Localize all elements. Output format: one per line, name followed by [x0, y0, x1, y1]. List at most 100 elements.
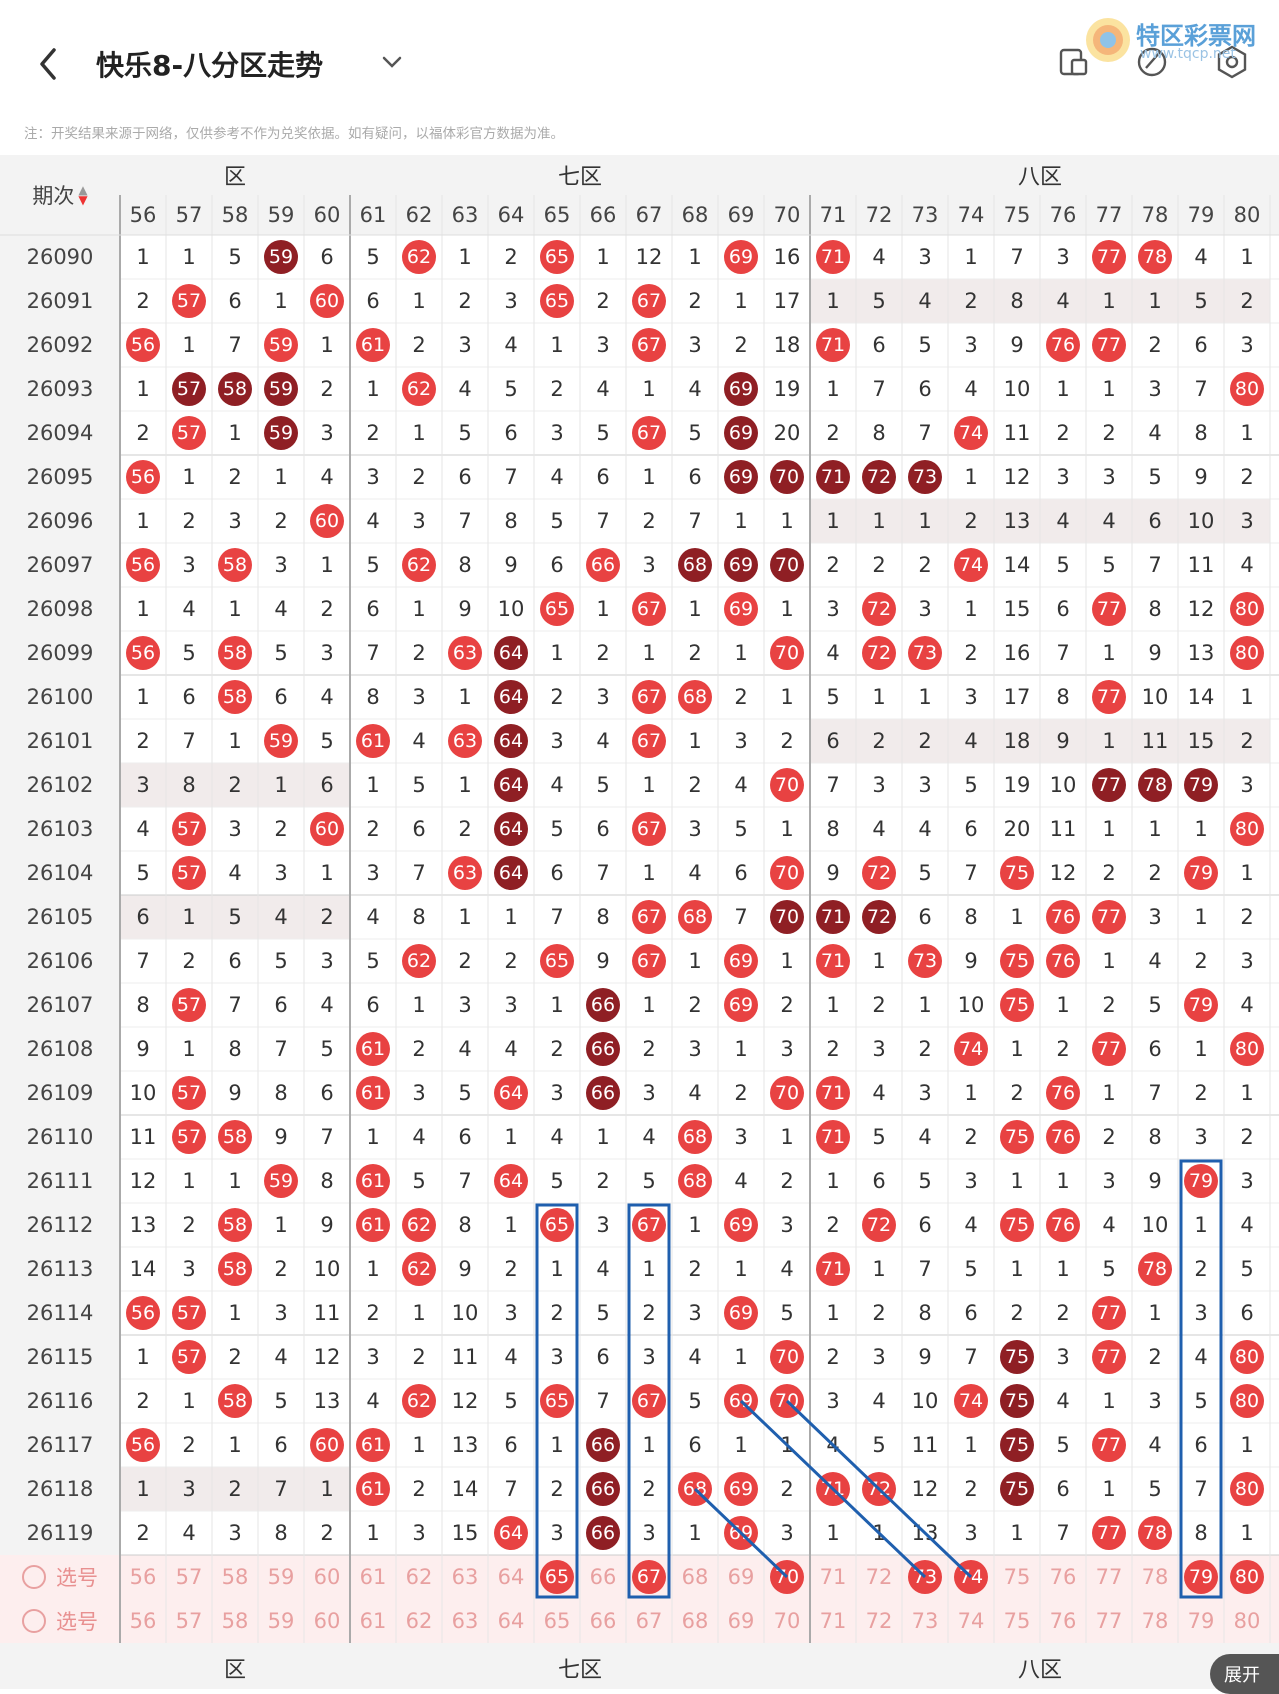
drawn-ball: 69 — [718, 587, 764, 631]
pick-number[interactable]: 57 — [175, 1565, 203, 1589]
pick-number[interactable]: 66 — [589, 1609, 617, 1633]
pick-number[interactable]: 59 — [267, 1609, 295, 1633]
pick-number[interactable]: 76 — [1049, 1609, 1077, 1633]
miss-count: 8 — [1194, 1521, 1208, 1545]
radio-icon[interactable] — [22, 1565, 46, 1589]
pick-number[interactable]: 72 — [865, 1609, 893, 1633]
pick-number[interactable]: 58 — [221, 1565, 249, 1589]
pick-number[interactable]: 61 — [359, 1565, 387, 1589]
hit-ball: 70 — [770, 636, 804, 670]
miss-count: 6 — [918, 377, 932, 401]
pick-number[interactable]: 68 — [681, 1565, 709, 1589]
pick-number[interactable]: 71 — [819, 1565, 847, 1589]
hit-ball: 77 — [1092, 328, 1126, 362]
compass-icon[interactable] — [1134, 44, 1170, 80]
pick-number[interactable]: 69 — [727, 1609, 755, 1633]
pick-number[interactable]: 59 — [267, 1565, 295, 1589]
miss-count: 7 — [320, 1125, 334, 1149]
drawn-ball: 77 — [1086, 323, 1132, 367]
selected-ball[interactable]: 73 — [908, 1560, 942, 1594]
pick-number[interactable]: 58 — [221, 1609, 249, 1633]
miss-count: 3 — [182, 1257, 196, 1281]
pick-ball-selected[interactable]: 70 — [764, 1555, 810, 1599]
pick-number[interactable]: 60 — [313, 1609, 341, 1633]
pick-number[interactable]: 74 — [957, 1609, 985, 1633]
pick-number[interactable]: 69 — [727, 1565, 755, 1589]
pick-ball-selected[interactable]: 80 — [1224, 1555, 1270, 1599]
sort-icon[interactable]: ▲ ▼ — [78, 183, 88, 207]
miss-count: 10 — [129, 1081, 157, 1105]
pick-ball-selected[interactable]: 67 — [626, 1555, 672, 1599]
miss-count: 1 — [228, 1301, 242, 1325]
pick-number[interactable]: 64 — [497, 1565, 525, 1589]
pick-number[interactable]: 70 — [773, 1609, 801, 1633]
pick-number[interactable]: 62 — [405, 1565, 433, 1589]
miss-count: 1 — [1240, 1433, 1254, 1457]
selected-ball[interactable]: 67 — [632, 1560, 666, 1594]
pick-number[interactable]: 62 — [405, 1609, 433, 1633]
pick-number[interactable]: 63 — [451, 1565, 479, 1589]
select-row-toggle[interactable]: 选号 — [0, 1599, 120, 1643]
drawn-ball: 62 — [396, 543, 442, 587]
pick-number[interactable]: 68 — [681, 1609, 709, 1633]
pick-number[interactable]: 65 — [543, 1609, 571, 1633]
miss-count: 3 — [136, 773, 150, 797]
chevron-down-icon[interactable] — [378, 48, 406, 76]
miss-count: 3 — [1056, 465, 1070, 489]
pick-number[interactable]: 71 — [819, 1609, 847, 1633]
miss-count: 8 — [826, 817, 840, 841]
miss-count: 1 — [1194, 817, 1208, 841]
hit-ball: 67 — [632, 944, 666, 978]
miss-count: 2 — [872, 993, 886, 1017]
selected-ball[interactable]: 74 — [954, 1560, 988, 1594]
selected-ball[interactable]: 70 — [770, 1560, 804, 1594]
pick-ball-selected[interactable]: 79 — [1178, 1555, 1224, 1599]
pick-number[interactable]: 76 — [1049, 1565, 1077, 1589]
pick-ball-selected[interactable]: 65 — [534, 1555, 580, 1599]
select-row-toggle[interactable]: 选号 — [0, 1555, 120, 1599]
hit-ball: 77 — [1092, 1296, 1126, 1330]
pick-number[interactable]: 79 — [1187, 1609, 1215, 1633]
pick-number[interactable]: 78 — [1141, 1565, 1169, 1589]
miss-count: 2 — [1194, 1081, 1208, 1105]
pick-number[interactable]: 61 — [359, 1609, 387, 1633]
pick-number[interactable]: 75 — [1003, 1565, 1031, 1589]
pick-number[interactable]: 56 — [129, 1565, 157, 1589]
selected-ball[interactable]: 79 — [1184, 1560, 1218, 1594]
pick-number[interactable]: 63 — [451, 1609, 479, 1633]
settings-icon[interactable] — [1214, 44, 1250, 80]
expand-button[interactable]: 展开 — [1210, 1654, 1279, 1694]
pick-number[interactable]: 56 — [129, 1609, 157, 1633]
pick-ball-selected[interactable]: 73 — [902, 1555, 948, 1599]
pick-number[interactable]: 73 — [911, 1609, 939, 1633]
miss-count: 1 — [1240, 421, 1254, 445]
drawn-ball: 56 — [120, 323, 166, 367]
pick-number[interactable]: 67 — [635, 1609, 663, 1633]
pick-number[interactable]: 64 — [497, 1609, 525, 1633]
pick-number[interactable]: 72 — [865, 1565, 893, 1589]
radio-icon[interactable] — [22, 1609, 46, 1633]
device-switch-icon[interactable] — [1056, 44, 1092, 80]
miss-count: 10 — [1141, 1213, 1169, 1237]
selected-ball[interactable]: 80 — [1230, 1560, 1264, 1594]
pick-number[interactable]: 60 — [313, 1565, 341, 1589]
pick-number[interactable]: 75 — [1003, 1609, 1031, 1633]
issue-header[interactable]: 期次 ▲ ▼ — [0, 155, 120, 235]
pick-number[interactable]: 66 — [589, 1565, 617, 1589]
pick-number[interactable]: 78 — [1141, 1609, 1169, 1633]
pick-number[interactable]: 77 — [1095, 1609, 1123, 1633]
table-background — [0, 155, 1279, 1689]
back-arrow-icon[interactable] — [34, 44, 64, 84]
miss-count: 1 — [136, 509, 150, 533]
hit-ball: 65 — [540, 1208, 574, 1242]
miss-count: 1 — [274, 289, 288, 313]
miss-count: 3 — [228, 817, 242, 841]
pick-number[interactable]: 57 — [175, 1609, 203, 1633]
pick-number[interactable]: 77 — [1095, 1565, 1123, 1589]
pick-number[interactable]: 80 — [1233, 1609, 1261, 1633]
pick-ball-selected[interactable]: 74 — [948, 1555, 994, 1599]
issue-number: 26111 — [26, 1169, 94, 1193]
selected-ball[interactable]: 65 — [540, 1560, 574, 1594]
miss-count: 8 — [964, 905, 978, 929]
consecutive-ball: 64 — [494, 636, 528, 670]
